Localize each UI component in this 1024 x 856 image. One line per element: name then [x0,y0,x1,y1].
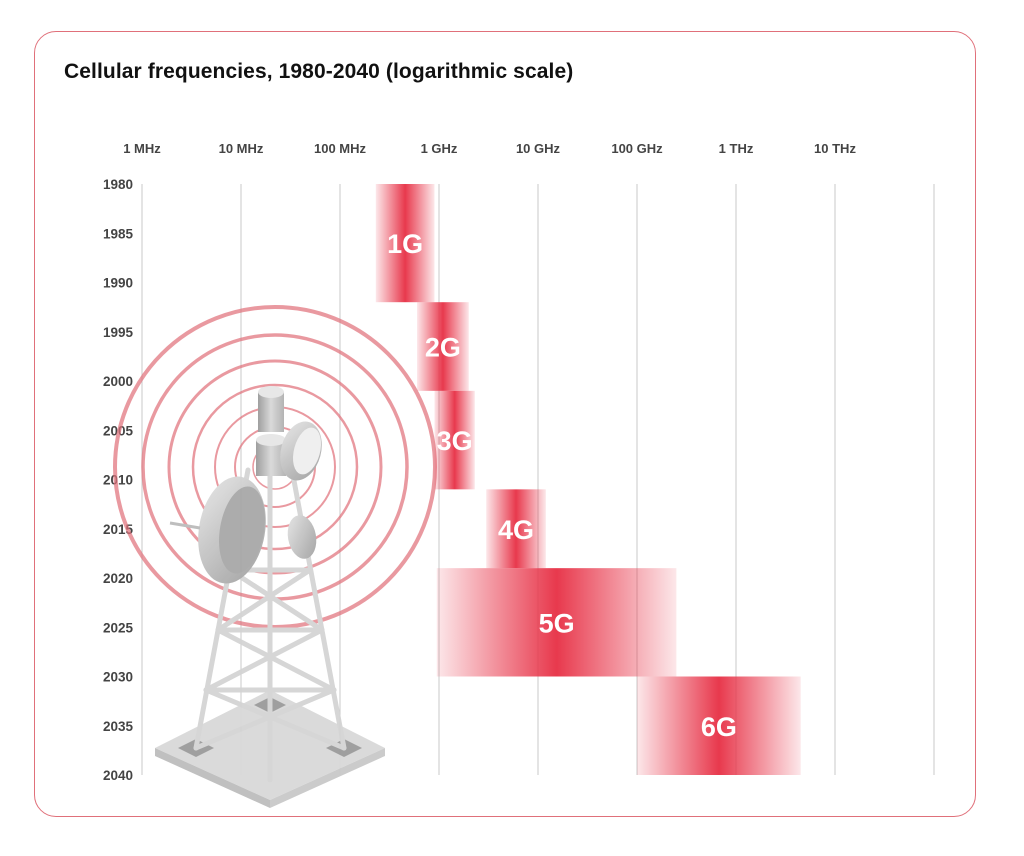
cell-tower-icon [113,305,437,808]
y-tick-label: 2025 [103,620,134,635]
bar-rect [486,489,546,569]
y-tick-label: 2010 [103,473,133,488]
grid-lines [141,184,935,775]
x-tick-label: 1 GHz [421,141,458,156]
bar-label: 1G [387,229,423,259]
x-tick-label: 10 THz [814,141,856,156]
bar-label: 6G [701,712,737,742]
y-tick-label: 2030 [103,670,133,685]
y-axis-ticks: 1980198519901995200020052010201520202025… [103,177,134,783]
x-tick-label: 10 MHz [219,141,264,156]
bar-4g: 4G [486,489,546,569]
y-tick-label: 1990 [103,276,133,291]
bar-5g: 5G [436,568,677,677]
chart-title: Cellular frequencies, 1980-2040 (logarit… [64,60,574,83]
x-axis-ticks: 1 MHz 10 MHz 100 MHz 1 GHz 10 GHz 100 GHz 1 TH… [123,141,856,156]
x-tick-label: 100 MHz [314,141,367,156]
bar-3g: 3G [434,390,475,490]
y-tick-label: 2000 [103,374,133,389]
bar-label: 5G [539,608,575,638]
x-tick-label: 10 GHz [516,141,561,156]
x-tick-label: 1 THz [719,141,754,156]
y-tick-label: 2035 [103,719,134,734]
bar-label: 3G [437,426,473,456]
bar-6g: 6G [637,676,801,775]
chart-card [34,31,976,817]
y-tick-label: 2020 [103,571,133,586]
y-tick-label: 1980 [103,177,133,192]
bar-label: 4G [498,515,534,545]
bar-rect [434,390,475,490]
x-tick-label: 100 GHz [611,141,663,156]
bar-rect [417,302,469,391]
y-tick-label: 2040 [103,768,133,783]
bar-label: 2G [425,333,461,363]
y-tick-label: 1985 [103,226,134,241]
bar-rect [637,676,801,775]
generation-bars: 1G 2G 3G 4G 5G 6G [375,184,801,775]
bar-rect [436,568,677,677]
bar-1g: 1G [375,184,435,303]
x-tick-label: 1 MHz [123,141,161,156]
bar-2g: 2G [417,302,469,391]
bar-rect [375,184,435,303]
y-tick-label: 1995 [103,325,134,340]
